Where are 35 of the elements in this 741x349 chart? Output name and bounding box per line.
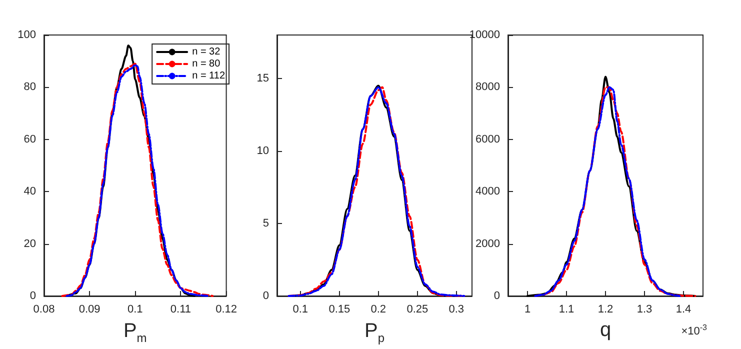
y-tick-label: 0 (30, 290, 36, 302)
y-tick-label: 6000 (476, 133, 500, 146)
x-tick-label: 1.1 (558, 304, 574, 316)
y-tick-label: 20 (24, 238, 36, 250)
x-tick-label: 0.08 (33, 304, 55, 316)
legend-label: n = 112 (192, 70, 226, 82)
y-tick-label: 15 (256, 72, 269, 84)
y-tick-label: 8000 (476, 81, 500, 94)
x-tick-label: 0.11 (170, 304, 192, 316)
y-tick-label: 2000 (476, 238, 500, 250)
x-tick-label: 0.15 (328, 304, 350, 316)
x-tick-label: 0.09 (78, 304, 100, 316)
y-tick-label: 100 (18, 29, 36, 41)
x-tick-label: 1.2 (598, 304, 614, 316)
y-tick-label: 0 (262, 290, 269, 302)
x-tick-label: 0.2 (370, 304, 386, 316)
x-axis-title: q (600, 318, 612, 341)
y-tick-label: 10 (256, 145, 269, 157)
y-tick-label: 5 (262, 218, 269, 230)
y-tick-label: 80 (24, 81, 36, 94)
legend-label: n = 80 (192, 58, 221, 70)
y-tick-label: 40 (24, 186, 36, 198)
y-tick-label: 0 (494, 290, 500, 302)
x-tick-label: 1 (524, 304, 531, 316)
x-tick-label: 0.1 (128, 304, 143, 316)
y-tick-label: 4000 (476, 186, 500, 198)
x-tick-label: 0.12 (216, 304, 238, 316)
x-tick-label: 1.3 (636, 304, 652, 316)
x-tick-label: 1.4 (676, 304, 692, 316)
x-tick-label: 0.1 (292, 304, 308, 316)
x-tick-label: 0.25 (406, 304, 428, 316)
legend-label: n = 32 (192, 46, 221, 58)
y-tick-label: 10000 (469, 29, 500, 41)
x-tick-label: 0.3 (448, 304, 464, 316)
y-tick-label: 60 (24, 133, 36, 146)
